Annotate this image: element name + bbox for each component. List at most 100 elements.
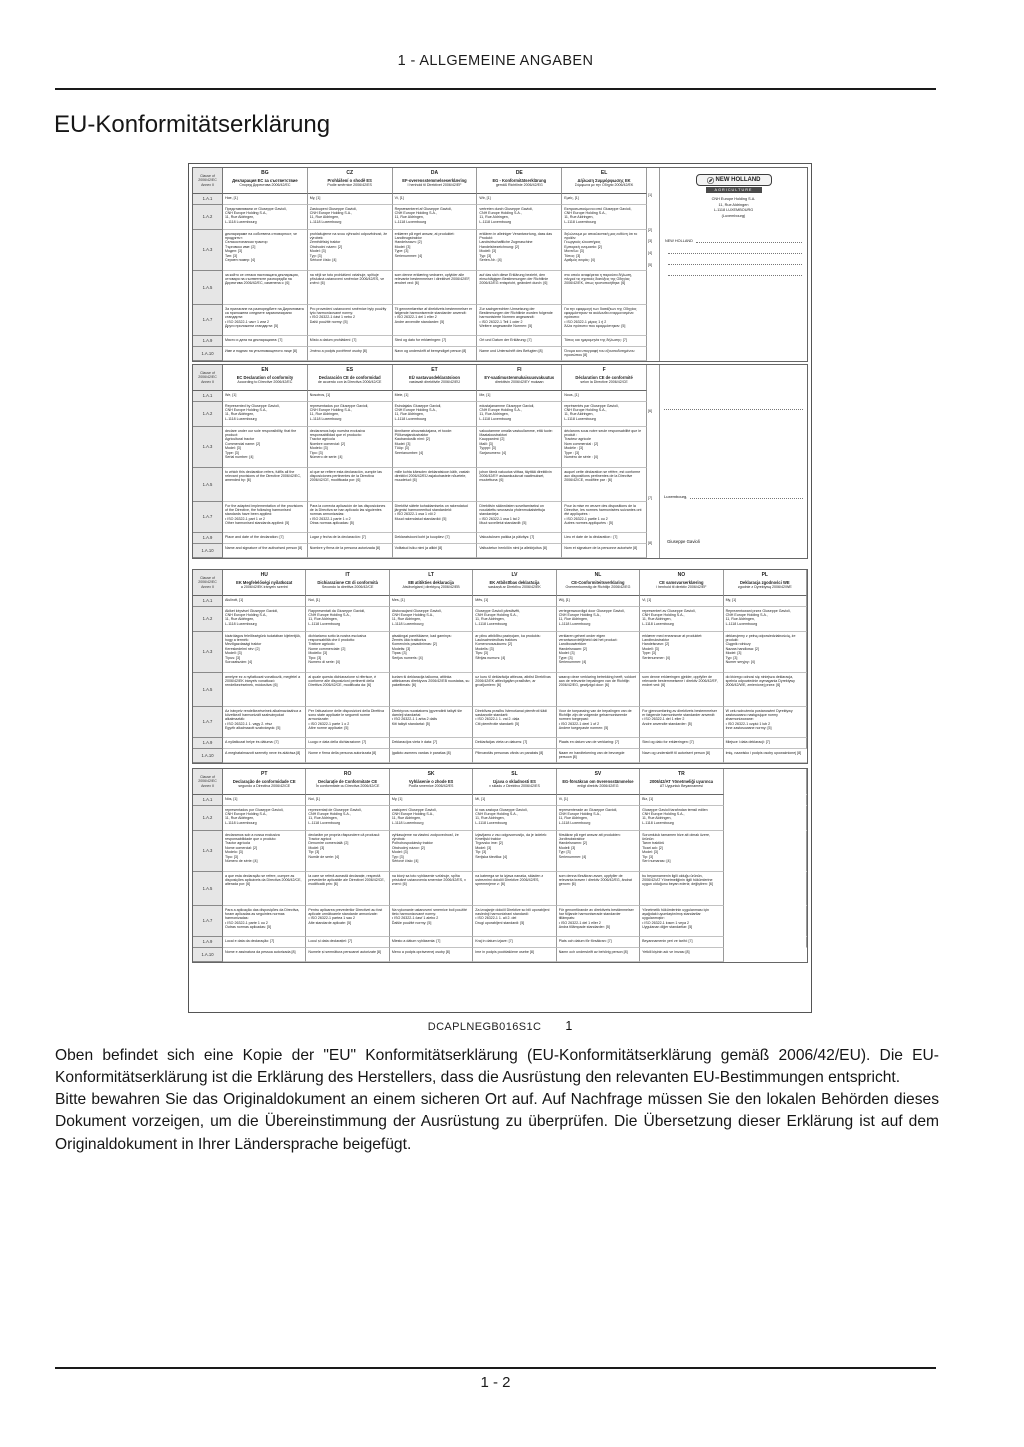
table-cell: Nós, [1] — [223, 795, 307, 806]
table-cell: Na vykonanie ustanovení smernice boli po… — [389, 906, 474, 937]
table-cell: Represented by Giuseppe Gavioli, CNH Eur… — [223, 402, 308, 427]
signatory-name: Giuseppe Gavioli — [667, 538, 700, 544]
table-cell: Valtuutetun henkilön nimi ja allekirjoit… — [477, 544, 563, 558]
column-header-fi: FI EY-vaatimustenmukaisuusvakuutus direkti… — [477, 365, 563, 391]
table-cell: Volitatud isiku nimi ja allkiri [8] — [392, 544, 478, 558]
table-cell: Rappresentati da Giuseppe Gavioli, CNH E… — [306, 607, 390, 632]
column-header-pl: PL Deklaracja zgodności WE zgodnie z Dyrek… — [723, 570, 807, 596]
table-cell: Plaats en datum van de verklaring: [7] — [556, 738, 641, 749]
row-label: 1.A.9 — [193, 738, 223, 749]
table-cell: στο οποίο αναφέρεται η παρούσα δήλωση, π… — [562, 271, 647, 305]
table-cell: Local e data da declaração: [7] — [223, 937, 307, 948]
marker-column: [6] [7] [8] — [647, 365, 659, 558]
table-cell: Vi, [1] — [640, 596, 724, 607]
declaration-place-label: Luxembourg, — [664, 494, 688, 500]
row-label: 1.A.3 — [193, 427, 223, 468]
column-header-tr: TR 2006/42/AT Yönetmeliği uyarınca AT Uygu… — [640, 769, 724, 795]
table-cell: Представлявани от Giuseppe Gavioli, CNH … — [223, 205, 308, 230]
clause-header: Clause of 2006/42/EC Annex II — [193, 365, 223, 391]
table-cell: Namn och underskrift av behörig person [… — [556, 948, 641, 962]
table-cell: Navn og underskrift til autorisert perso… — [640, 749, 724, 763]
table-cell-empty — [724, 806, 807, 831]
fill-in-lines: NEW HOLLAND — [663, 232, 804, 276]
table-cell: A nyilatkozat helye és dátuma: [7] — [223, 738, 307, 749]
table-cell: Pro provedení ustanovení směrnice byly p… — [307, 305, 393, 336]
dotted-line — [668, 275, 802, 276]
table-cell: For gjennomføring av direktivets bestemm… — [640, 707, 724, 738]
table-cell: vertegenwoordigd door Giuseppe Gavioli, … — [556, 607, 641, 632]
column-header-sv: SV EG-försäkran om överensstämmelse enligt… — [556, 769, 641, 795]
table-cell: waarop deze verklaring betrekking heeft,… — [556, 673, 641, 707]
dotted-line — [695, 242, 802, 243]
table-cell: Jméno a podpis pověřené osoby [8] — [307, 347, 393, 361]
row-label: 1.A.5 — [193, 468, 223, 502]
table-cell: Όνομα και υπογραφή του εξουσιοδοτημένου … — [562, 347, 647, 361]
body-paragraph-1: Oben befindet sich eine Kopie der "EU" K… — [55, 1047, 939, 1087]
column-header-no: NO CE samsvarserklæring i henhold til dire… — [640, 570, 724, 596]
column-header-el: EL Δήλωση Συμμόρφωσης ΕΚ Σύμφωνα με την Οδ… — [562, 168, 647, 194]
table-cell: Meie, [1] — [392, 391, 478, 402]
table-cell: Noi, [1] — [306, 795, 390, 806]
row-label: 1.A.7 — [193, 906, 223, 937]
table-cell: Mēs, [1] — [473, 596, 557, 607]
table-cell: Per l'attuazione delle disposizioni dell… — [306, 707, 390, 738]
panel-slot: Luxembourg, Giuseppe Gavioli — [659, 365, 807, 558]
table-cell: Ние, [1] — [223, 194, 308, 205]
table-cell: Nosotros, [1] — [307, 391, 393, 402]
table-cell: Pour la mise en œuvre des dispositions d… — [562, 502, 647, 533]
table-cell: Za izvajanje določil Direktive so bili u… — [473, 906, 557, 937]
table-cell: Me, [1] — [477, 391, 563, 402]
table-cell: Mi, [1] — [473, 795, 557, 806]
table-cell: Miesto a dátum vyhlásenia: [7] — [389, 937, 474, 948]
table-cell: atsakingai pareiškiame, kad gaminys: Žem… — [389, 632, 474, 673]
table-cell: auf das sich diese Erklärung bezieht, de… — [477, 271, 563, 305]
row-label: 1.A.7 — [193, 305, 223, 336]
table-cell: Nome e assinatura da pessoa autorizada [… — [223, 948, 307, 962]
table-cell: kinnitame ainuvastutajana, et toode: Põl… — [392, 427, 478, 468]
row-label: 1.A.3 — [193, 632, 223, 673]
table-cell: Miejsce i data deklaracji: [7] — [723, 738, 807, 749]
table-cell: Til gennemførelse af direktivets bestemm… — [392, 305, 478, 336]
table-cell: representert av Giuseppe Gavioli, CNH Eu… — [640, 607, 724, 632]
table-cell: declarăm pe propria răspundere că produs… — [306, 831, 390, 872]
table-cell: kizárólagos felelősségünk tudatában kije… — [223, 632, 307, 673]
row-label: 1.A.10 — [193, 347, 223, 361]
table-cell: vyhlasujeme na vlastnú zodpovednosť, že … — [389, 831, 474, 872]
column-header-cz: CZ Prohlášení o shodě ES Podle směrnice 20… — [307, 168, 393, 194]
column-header-f: F Déclaration CE de conformité selon la Di… — [562, 365, 647, 391]
table-cell: declare under our sole responsibility, t… — [223, 427, 308, 468]
column-header-lt: LT EB atitikties deklaracija Atsižvelgiant… — [389, 570, 474, 596]
table-cell-empty — [724, 872, 807, 906]
table-cell: Direktiivi sätete kohaldamiseks on raken… — [392, 502, 478, 533]
table-cell: A meghatalmazott személy neve és aláírás… — [223, 749, 307, 763]
ref-marker: [4] — [648, 250, 653, 255]
table-cell: representados por Giuseppe Gavioli, CNH … — [307, 402, 393, 427]
letterhead-panel: NEW HOLLAND AGRICULTURE CNH Europe Holdi… — [663, 174, 804, 276]
table-cell: som denne erklæring vedrører, opfylder a… — [392, 271, 478, 305]
table-cell: représentés par Giuseppe Gavioli, CNH Eu… — [562, 402, 647, 427]
table-cell: ar pilnu atbildību paziņojam, ka produkt… — [473, 632, 557, 673]
table-cell: Para la correcta aplicación de las dispo… — [307, 502, 393, 533]
brand-name: NEW HOLLAND — [715, 177, 761, 183]
column-header-hu: HU EK Megfelelőségi nyilatkozat a 2006/42/… — [223, 570, 307, 596]
table-cell-empty — [724, 906, 807, 937]
table-cell: Voor de toepassing van de bepalingen van… — [556, 707, 641, 738]
table-cell: försäkrar på eget ansvar att produkten: … — [556, 831, 641, 872]
table-cell: Nous, [1] — [562, 391, 647, 402]
table-cell: Τόπος και ημερομηνία της δήλωσης: [7] — [562, 336, 647, 347]
table-cell: representerade av Giuseppe Gavioli, CNH … — [556, 806, 641, 831]
ref-marker: [2] — [648, 227, 653, 232]
table-cell: Pentru aplicarea prevederilor Directivei… — [306, 906, 390, 937]
table-cell: dichiariamo sotto la nostra esclusiva re… — [306, 632, 390, 673]
clause-header: Clause of 2006/42/EC Annex II — [193, 168, 223, 194]
table-cell: Direktīvas prasību īstenošanai piemēroti… — [473, 707, 557, 738]
table-cell: Yetkili kişinin adı ve imzası [8] — [640, 948, 724, 962]
footer-rule — [55, 1367, 936, 1369]
table-cell: We, [1] — [223, 391, 308, 402]
row-label: 1.A.9 — [193, 937, 223, 948]
fill-line-brand-label: NEW HOLLAND — [665, 239, 693, 243]
table-cell: Sted og dato for erklæringen: [7] — [640, 738, 724, 749]
table-cell-empty — [724, 948, 807, 962]
table-cell: som denna försäkran avser, uppfyller de … — [556, 872, 641, 906]
